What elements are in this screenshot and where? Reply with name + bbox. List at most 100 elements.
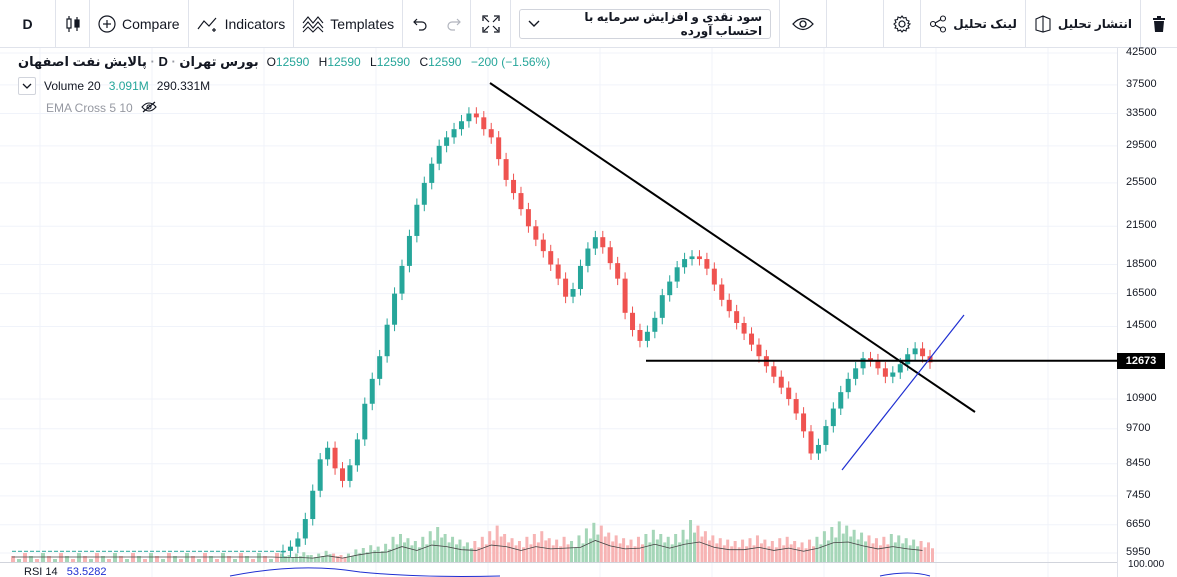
symbol-name[interactable]: بورس تهران · D · پالایش نفت اصفهان (18, 54, 259, 70)
candle-body (339, 468, 345, 481)
delete-button[interactable] (1141, 0, 1177, 48)
volume-bar (53, 559, 57, 562)
volume-bar (488, 531, 492, 562)
volume-bar (745, 546, 749, 562)
chart-pane[interactable] (0, 48, 1117, 577)
templates-button[interactable]: Templates (294, 0, 404, 48)
volume-value: 3.091M (108, 79, 149, 93)
chart-type-button[interactable] (56, 0, 90, 48)
price-tick: 25500 (1126, 175, 1157, 188)
legend-collapse-button[interactable] (18, 77, 36, 95)
volume-bar (291, 557, 295, 562)
volume-bar (737, 547, 741, 562)
volume-bar (455, 544, 459, 562)
rsi-label: RSI 14 (24, 566, 58, 577)
volume-bar (514, 545, 518, 562)
volume-bar (864, 541, 868, 562)
resistance-trendline (489, 82, 976, 413)
volume-bar (574, 547, 578, 562)
price-tick: 33500 (1126, 106, 1157, 119)
candle-body (719, 284, 725, 300)
volume-bar (143, 559, 147, 562)
candle-body (511, 179, 517, 194)
price-chart[interactable] (0, 48, 1117, 577)
volume-bar (119, 556, 123, 562)
share-link-button[interactable]: لینک تحلیل (921, 0, 1026, 48)
settings-button[interactable] (883, 0, 922, 48)
volume-bar (269, 559, 273, 562)
candle-body (882, 368, 888, 377)
candle-body (592, 237, 598, 249)
volume-bar (852, 529, 856, 562)
price-tick: 16500 (1126, 286, 1157, 299)
volume-bar (800, 542, 804, 562)
ema-label[interactable]: EMA Cross 5 10 (46, 101, 133, 115)
candle-body (920, 348, 926, 357)
volume-bar (421, 536, 425, 562)
volume-bar (361, 548, 365, 562)
rsi-line (879, 572, 931, 577)
volume-bar (893, 542, 897, 562)
last-price-tag: 12673 (1117, 352, 1165, 369)
eye-hidden-icon[interactable] (140, 101, 157, 116)
pane-separator[interactable] (0, 562, 1117, 563)
volume-bar (83, 556, 87, 562)
volume-bar (908, 545, 912, 562)
volume-bar (703, 531, 707, 562)
compare-button[interactable]: Compare (90, 0, 189, 48)
chevron-down-icon (528, 17, 540, 31)
adjustment-dropdown[interactable]: سود نقدی و افزایش سرمایه با احتساب آورده (519, 8, 772, 39)
volume-bar (398, 534, 402, 562)
volume-bar (227, 556, 231, 562)
volume-bar (633, 546, 637, 562)
volume-bar (209, 556, 213, 562)
candle-body (674, 267, 680, 282)
undo-button[interactable] (403, 0, 437, 48)
volume-bar (173, 556, 177, 562)
candle-body (696, 256, 702, 260)
close-label: C (419, 55, 429, 69)
visibility-button[interactable] (779, 0, 828, 48)
volume-bar (465, 542, 469, 562)
price-axis[interactable]: 42500 37500 33500 29500 25500 21500 18500 16500… (1117, 46, 1177, 577)
volume-bar (510, 538, 514, 562)
candle-body (890, 372, 896, 377)
open-value: 12590 (275, 55, 310, 69)
publish-label: انتشار تحلیل (1057, 16, 1132, 31)
candle-body (860, 358, 866, 369)
fullscreen-button[interactable] (471, 0, 512, 48)
volume-bar (492, 540, 496, 562)
volume-bar (547, 538, 551, 562)
volume-bar (29, 556, 33, 562)
price-tick: 7450 (1126, 488, 1151, 501)
volume-bar (529, 544, 533, 562)
volume-bar (584, 528, 588, 562)
rsi-legend[interactable]: RSI 14 53.5282 (24, 566, 106, 577)
volume-bar (101, 556, 105, 562)
interval-button[interactable]: D (0, 0, 56, 48)
volume-bar (837, 521, 841, 562)
publish-button[interactable]: انتشار تحلیل (1026, 0, 1141, 48)
candle-body (429, 163, 435, 183)
close-value: 12590 (428, 55, 462, 69)
volume-bar (752, 545, 756, 562)
volume-bar (614, 535, 618, 562)
volume-bar (570, 541, 574, 562)
price-tick: 8450 (1126, 456, 1151, 469)
volume-bar (599, 525, 603, 562)
candle-body (667, 281, 673, 296)
candle-body (406, 235, 412, 266)
candle-body (778, 376, 784, 388)
candle-body (711, 268, 717, 285)
volume-bar (581, 543, 585, 562)
volume-bar (644, 534, 648, 562)
volume-bar (636, 536, 640, 562)
indicators-button[interactable]: Indicators (189, 0, 295, 48)
symbol-legend: بورس تهران · D · پالایش نفت اصفهان O1259… (18, 52, 550, 72)
volume-label[interactable]: Volume 20 (44, 79, 101, 93)
top-toolbar: D Compare Indicators Templates (0, 0, 1177, 48)
redo-button[interactable] (437, 0, 472, 48)
volume-bar (365, 552, 369, 562)
candle-body (853, 368, 859, 379)
volume-bar (834, 537, 838, 562)
